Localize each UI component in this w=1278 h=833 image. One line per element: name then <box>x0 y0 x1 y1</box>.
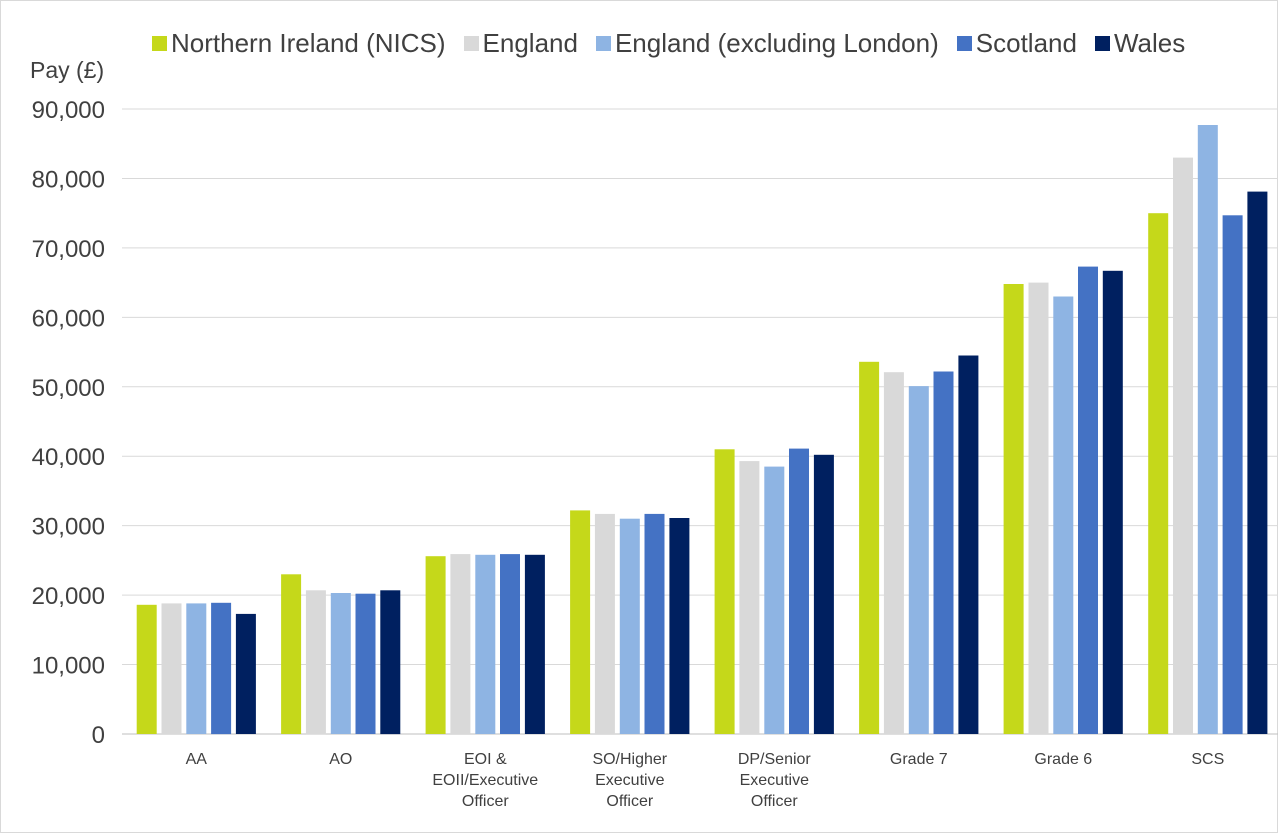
y-axis-title: Pay (£) <box>30 57 105 83</box>
x-tick-label: Grade 7 <box>890 751 948 768</box>
legend-swatch <box>595 36 611 51</box>
bar <box>883 372 904 734</box>
legend-item-england-excl-london: England (excluding London) <box>595 28 939 59</box>
x-tick-label: AO <box>329 751 352 768</box>
legend-swatch <box>956 36 972 51</box>
legend-swatch <box>463 36 479 51</box>
y-tick-label: 70,000 <box>32 236 105 263</box>
bar <box>908 386 929 734</box>
y-tick-label: 40,000 <box>32 444 105 471</box>
legend-item-scotland: Scotland <box>956 28 1077 59</box>
x-tick-label: Officer <box>462 793 510 810</box>
bar <box>570 510 591 734</box>
bar <box>524 554 545 734</box>
bar <box>958 355 979 734</box>
bar <box>1102 270 1123 734</box>
bar <box>281 574 302 734</box>
bar <box>186 603 207 734</box>
bar <box>355 593 376 734</box>
x-tick-label: Officer <box>751 793 799 810</box>
bar <box>644 513 665 734</box>
bar <box>235 613 256 734</box>
legend-label: England <box>482 28 578 58</box>
bar <box>813 454 834 734</box>
x-tick-label: DP/Senior <box>738 751 812 768</box>
x-tick-label: Officer <box>606 793 654 810</box>
bar <box>380 590 401 735</box>
bar <box>933 371 954 734</box>
legend-swatch <box>1094 36 1110 51</box>
bar <box>859 361 880 734</box>
x-tick-label: EOII/Executive <box>432 772 538 789</box>
bar <box>136 604 157 734</box>
bar <box>1197 125 1218 734</box>
legend-item-northern-ireland: Northern Ireland (NICS) <box>152 28 446 59</box>
bar <box>330 593 351 734</box>
y-tick-label: 90,000 <box>32 97 105 124</box>
bar <box>594 513 615 734</box>
legend-item-england: England <box>463 28 578 59</box>
bar <box>500 554 520 734</box>
bar <box>475 554 496 734</box>
y-tick-label: 20,000 <box>32 583 105 610</box>
y-tick-label: 0 <box>92 722 105 749</box>
bar <box>764 466 785 734</box>
x-tick-label: SCS <box>1191 751 1224 768</box>
bar <box>1028 282 1049 734</box>
bar <box>450 554 471 734</box>
bar <box>1222 215 1243 735</box>
x-tick-label: Executive <box>595 772 664 789</box>
bar <box>619 518 640 734</box>
legend-label: Wales <box>1113 28 1186 58</box>
y-tick-label: 50,000 <box>32 375 105 402</box>
bar <box>669 518 690 734</box>
bar <box>714 449 735 734</box>
legend-label: Scotland <box>975 28 1077 58</box>
bar <box>1173 157 1193 735</box>
legend-label: Northern Ireland (NICS) <box>171 28 446 58</box>
legend-item-wales: Wales <box>1094 28 1186 59</box>
bar <box>739 461 760 734</box>
y-tick-label: 60,000 <box>32 305 105 332</box>
x-tick-label: Executive <box>740 772 809 789</box>
bar <box>1148 213 1169 734</box>
x-tick-label: Grade 6 <box>1034 751 1092 768</box>
y-tick-label: 80,000 <box>32 166 105 193</box>
bar <box>161 603 182 734</box>
y-tick-label: 30,000 <box>32 514 105 541</box>
x-tick-label: AA <box>186 751 208 768</box>
bar <box>1053 296 1074 734</box>
bar <box>1078 266 1098 734</box>
bar <box>425 556 446 734</box>
bar <box>305 590 326 735</box>
legend-label: England (excluding London) <box>614 28 939 58</box>
bar <box>1003 284 1024 734</box>
legend-swatch <box>152 36 167 51</box>
bar <box>789 448 809 734</box>
chart-legend: Northern Ireland (NICS) England England … <box>152 28 1185 59</box>
x-tick-label: SO/Higher <box>592 751 667 768</box>
bar <box>1247 191 1268 735</box>
bar <box>211 602 232 735</box>
y-tick-label: 10,000 <box>32 653 105 680</box>
x-tick-label: EOI & <box>464 751 507 768</box>
